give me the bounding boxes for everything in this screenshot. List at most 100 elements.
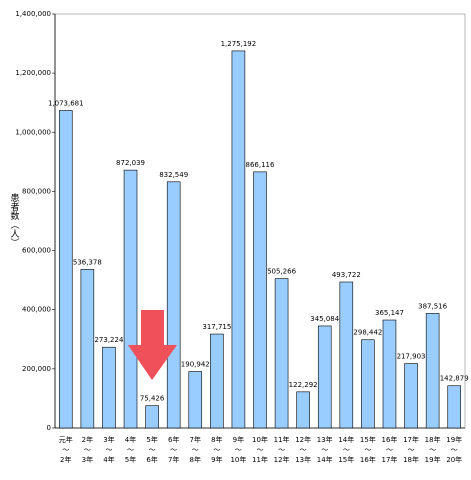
x-tick-label: ～ — [257, 446, 264, 454]
bar — [123, 169, 138, 429]
y-tick-label: 200,000 — [22, 365, 51, 373]
bar — [382, 319, 397, 429]
y-tick-label: 800,000 — [22, 187, 51, 195]
x-tick-label: ～ — [62, 446, 69, 454]
x-tick-label: ～ — [170, 446, 177, 454]
bar — [145, 405, 159, 429]
x-tick-label: ～ — [343, 446, 350, 454]
x-tick-label: 12年 — [274, 455, 290, 464]
bar — [404, 363, 418, 429]
y-tick-label: 600,000 — [22, 247, 51, 255]
value-label: 345,084 — [310, 315, 339, 323]
value-label: 365,147 — [375, 309, 404, 317]
x-tick-label: 19年 — [425, 455, 441, 464]
x-tick-label: 11年 — [274, 435, 290, 444]
x-tick-label: 20年 — [446, 455, 462, 464]
x-tick-label: 8年 — [211, 435, 222, 444]
x-tick-label: 7年 — [168, 455, 179, 464]
bar — [361, 339, 375, 429]
x-tick-label: 14年 — [317, 455, 333, 464]
bar — [425, 313, 440, 429]
bar — [80, 269, 95, 429]
x-tick-label: 13年 — [317, 435, 333, 444]
value-label: 832,549 — [159, 171, 188, 179]
x-tick-label: 15年 — [360, 435, 376, 444]
x-tick-label: ～ — [300, 446, 307, 454]
x-tick-label: ～ — [105, 446, 112, 454]
bar — [274, 278, 289, 429]
x-tick-label: 14年 — [338, 435, 354, 444]
x-tick-label: 10年 — [230, 455, 246, 464]
x-tick-label: 17年 — [403, 435, 419, 444]
x-tick-label: 13年 — [295, 455, 311, 464]
bar — [253, 171, 267, 429]
value-label: 298,442 — [353, 329, 382, 337]
x-tick-label: 17年 — [382, 455, 398, 464]
bar — [102, 346, 116, 429]
x-tick-label: 4年 — [103, 455, 114, 464]
x-tick-label: ～ — [235, 446, 242, 454]
x-tick-label: 11年 — [252, 455, 268, 464]
bar — [339, 281, 354, 429]
y-tick-label: 400,000 — [22, 306, 51, 314]
x-tick-label: ～ — [386, 446, 393, 454]
x-tick-label: 9年 — [233, 435, 244, 444]
bar — [296, 391, 310, 429]
y-tick-label: 1,400,000 — [15, 10, 51, 18]
x-tick-label: 元年 — [59, 435, 73, 444]
value-label: 872,039 — [116, 159, 145, 167]
x-tick-label: ～ — [149, 446, 156, 454]
bar — [188, 371, 203, 429]
value-label: 142,879 — [440, 375, 469, 383]
x-tick-label: 2年 — [60, 455, 71, 464]
x-tick-label: 9年 — [211, 455, 222, 464]
x-tick-label: 15年 — [338, 455, 354, 464]
x-tick-label: ～ — [192, 446, 199, 454]
value-label: 866,116 — [246, 161, 275, 169]
value-label: 1,275,192 — [221, 40, 257, 48]
x-tick-label: 2年 — [82, 435, 93, 444]
x-tick-label: 6年 — [168, 435, 179, 444]
bar — [317, 325, 332, 429]
x-tick-label: ～ — [321, 446, 328, 454]
value-label: 493,722 — [332, 271, 361, 279]
x-tick-label: ～ — [408, 446, 415, 454]
x-tick-label: 5年 — [125, 455, 136, 464]
x-tick-label: 12年 — [295, 435, 311, 444]
x-tick-label: 3年 — [103, 435, 114, 444]
value-label: 536,378 — [73, 258, 102, 266]
x-tick-label: 4年 — [125, 435, 136, 444]
x-tick-label: 10年 — [252, 435, 268, 444]
value-label: 387,516 — [418, 302, 447, 310]
x-tick-label: 3年 — [82, 455, 93, 464]
bar — [231, 50, 246, 429]
value-label: 505,266 — [267, 268, 296, 276]
value-label: 217,903 — [397, 353, 426, 361]
x-tick-label: ～ — [451, 446, 458, 454]
bar — [59, 110, 73, 429]
x-tick-label: 19年 — [446, 435, 462, 444]
bar — [210, 333, 224, 429]
x-tick-label: ～ — [278, 446, 285, 454]
x-tick-label: ～ — [364, 446, 371, 454]
x-tick-label: 5年 — [146, 435, 157, 444]
x-tick-label: ～ — [84, 446, 91, 454]
x-tick-label: ～ — [213, 446, 220, 454]
value-label: 75,426 — [140, 395, 165, 403]
x-tick-label: 16年 — [360, 455, 376, 464]
bar — [166, 181, 181, 429]
value-label: 273,224 — [94, 336, 123, 344]
y-tick-label: 1,000,000 — [15, 128, 51, 136]
value-label: 1,073,681 — [48, 99, 84, 107]
bar — [447, 385, 461, 429]
x-tick-label: 18年 — [403, 455, 419, 464]
value-label: 317,715 — [202, 323, 231, 331]
y-tick-label: 0 — [47, 424, 51, 432]
x-tick-label: 7年 — [190, 435, 201, 444]
value-label: 122,292 — [289, 381, 318, 389]
arrow — [128, 310, 177, 380]
x-tick-label: ～ — [127, 446, 134, 454]
x-tick-label: 16年 — [382, 435, 398, 444]
y-axis-label: 患者数（人） — [9, 192, 20, 247]
